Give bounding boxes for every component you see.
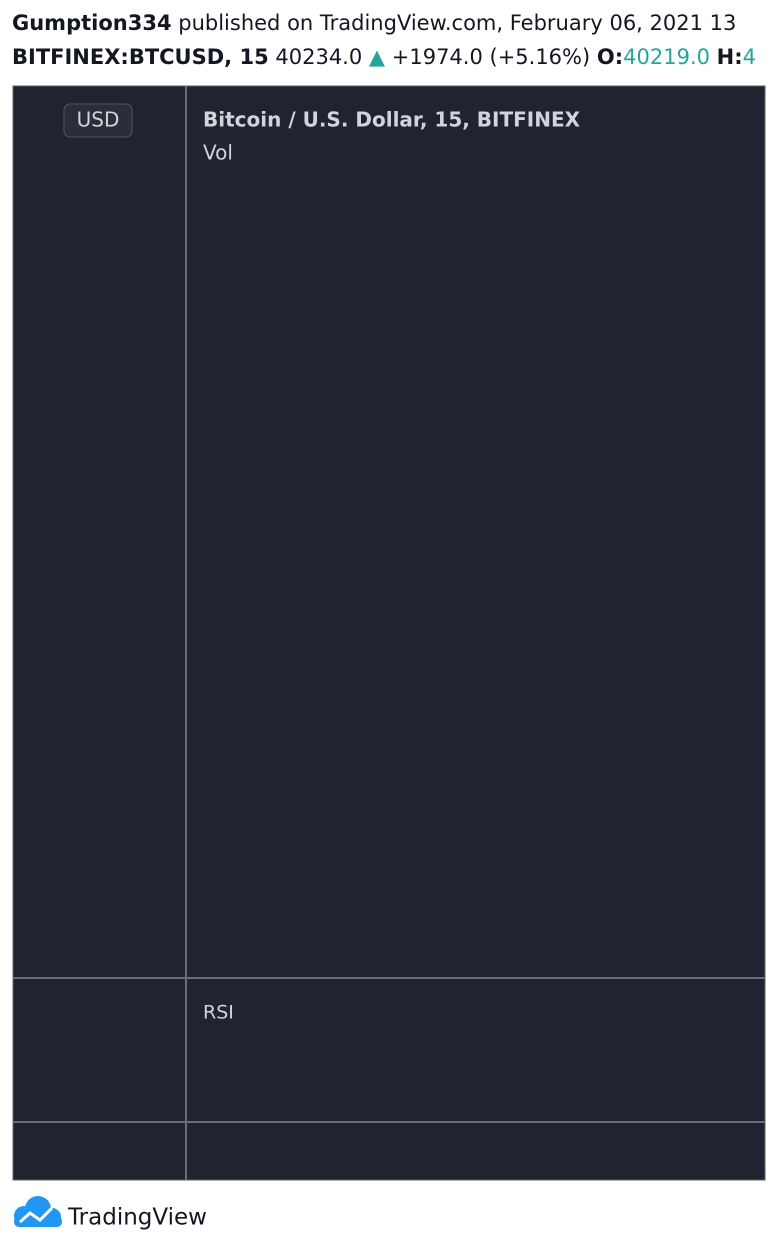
last-price: 40234.0 [275,45,362,69]
change: +1974.0 (+5.16%) [392,45,590,69]
legend-title: Bitcoin / U.S. Dollar, 15, BITFINEX [203,108,581,132]
logo [14,1196,62,1227]
currency-button[interactable] [63,103,133,138]
logo-line [18,1206,54,1224]
chart-frame [12,85,766,1181]
brand: TradingView [67,1205,207,1231]
open-value: 40219.0 [623,45,710,69]
published: published on TradingView.com, February 0… [178,11,736,35]
author: Gumption334 [12,11,172,35]
legend-volume: Vol [203,141,233,165]
arrow: ▲ [369,45,386,69]
header-line-1: Gumption334 published on TradingView.com… [12,11,736,35]
high-label: H: [717,45,743,69]
legend-rsi: RSI [203,1002,234,1024]
symbol: BITFINEX:BTCUSD, 15 [12,45,269,69]
header-line-2: BITFINEX:BTCUSD, 15 40234.0 ▲ +1974.0 (+… [12,45,756,69]
currency[interactable]: USD [77,108,120,132]
logo-cloud [14,1216,62,1227]
open-label: O: [597,45,623,69]
high-value: 4 [743,45,756,69]
